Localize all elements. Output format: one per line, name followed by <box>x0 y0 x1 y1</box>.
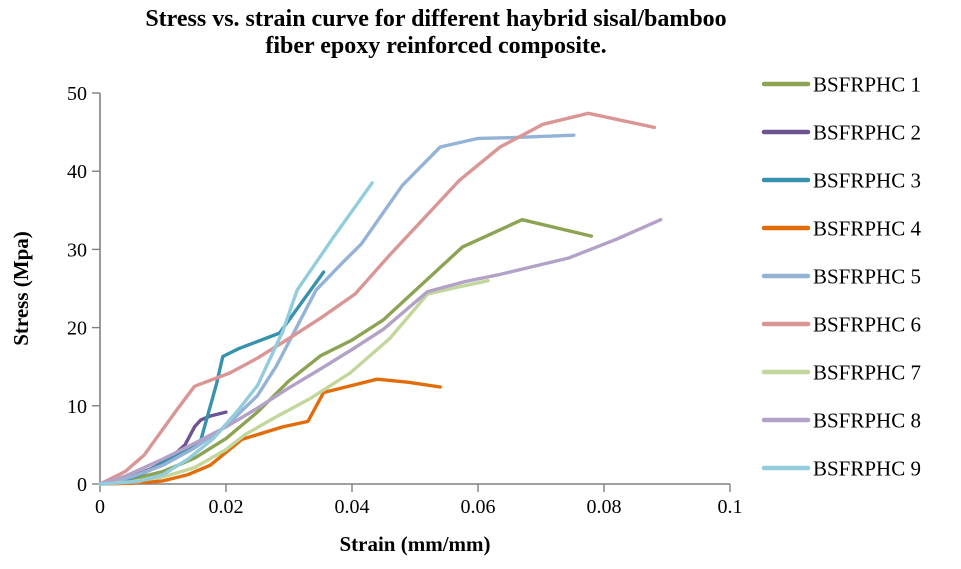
chart-title: Stress vs. strain curve for different ha… <box>0 6 872 60</box>
series-line-bsfrphc-6 <box>98 111 657 486</box>
series-line-bsfrphc-7 <box>98 279 490 486</box>
chart-title-line-1: Stress vs. strain curve for different ha… <box>145 6 727 32</box>
legend-label-bsfrphc-4: BSFRPHC 4 <box>813 217 921 241</box>
y-tick-label: 50 <box>67 83 87 105</box>
x-tick-label: 0.1 <box>718 496 743 518</box>
legend-label-bsfrphc-6: BSFRPHC 6 <box>813 313 921 337</box>
legend-label-bsfrphc-2: BSFRPHC 2 <box>813 121 921 145</box>
series-line-bsfrphc-1 <box>98 217 594 486</box>
x-tick-label: 0.08 <box>587 496 622 518</box>
x-axis-title: Strain (mm/mm) <box>339 532 490 556</box>
chart-title-line-2: fiber epoxy reinforced composite. <box>265 33 607 59</box>
y-tick-label: 20 <box>67 318 87 340</box>
x-tick-label: 0.04 <box>335 496 370 518</box>
legend-label-bsfrphc-5: BSFRPHC 5 <box>813 265 921 289</box>
y-tick-label: 40 <box>67 161 87 183</box>
legend-label-bsfrphc-3: BSFRPHC 3 <box>813 169 921 193</box>
series-line-bsfrphc-8 <box>98 217 663 486</box>
series-line-bsfrphc-9 <box>98 181 374 486</box>
y-tick-label: 10 <box>67 396 87 418</box>
x-tick-label: 0.06 <box>461 496 496 518</box>
x-tick-label: 0 <box>95 496 105 518</box>
series-line-bsfrphc-5 <box>98 133 576 486</box>
legend-label-bsfrphc-7: BSFRPHC 7 <box>813 361 921 385</box>
series-line-bsfrphc-4 <box>98 377 442 486</box>
y-axis-title: Stress (Mpa) <box>9 231 33 346</box>
y-tick-label: 30 <box>67 239 87 261</box>
y-tick-label: 0 <box>77 474 87 496</box>
x-tick-label: 0.02 <box>209 496 244 518</box>
legend-label-bsfrphc-9: BSFRPHC 9 <box>813 457 921 481</box>
legend-label-bsfrphc-8: BSFRPHC 8 <box>813 409 921 433</box>
legend-label-bsfrphc-1: BSFRPHC 1 <box>813 73 921 97</box>
